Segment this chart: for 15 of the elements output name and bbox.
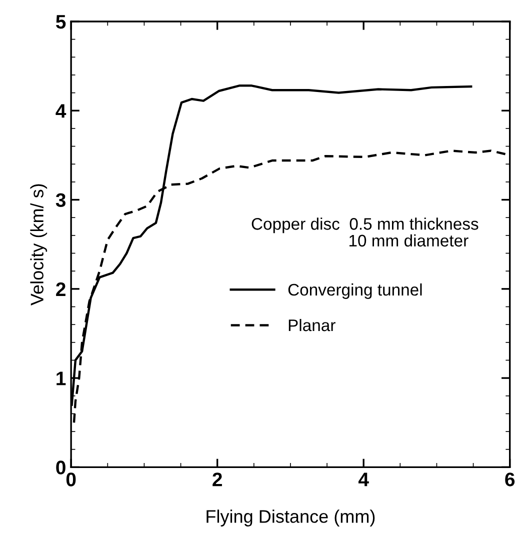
annotation: Copper disc 0.5 mm thickness 10 mm diameter xyxy=(252,218,478,247)
y-tick-label: 2 xyxy=(56,282,66,296)
x-tick-label: 4 xyxy=(358,472,369,486)
y-tick-label: 0 xyxy=(56,460,66,474)
legend-label: Planar xyxy=(288,318,336,332)
y-tick-label: 1 xyxy=(56,372,66,386)
y-axis-title: Velocity (km/ s) xyxy=(30,184,48,306)
y-tick-label: 5 xyxy=(56,15,66,29)
y-tick-label: 4 xyxy=(56,104,66,118)
x-tick-label: 0 xyxy=(66,472,76,486)
x-tick-label: 2 xyxy=(212,472,222,486)
x-tick-label: 6 xyxy=(505,472,515,486)
y-tick-label: 3 xyxy=(56,193,66,208)
x-axis-title: Flying Distance (mm) xyxy=(206,510,375,526)
legend-label: Converging tunnel xyxy=(288,283,422,299)
